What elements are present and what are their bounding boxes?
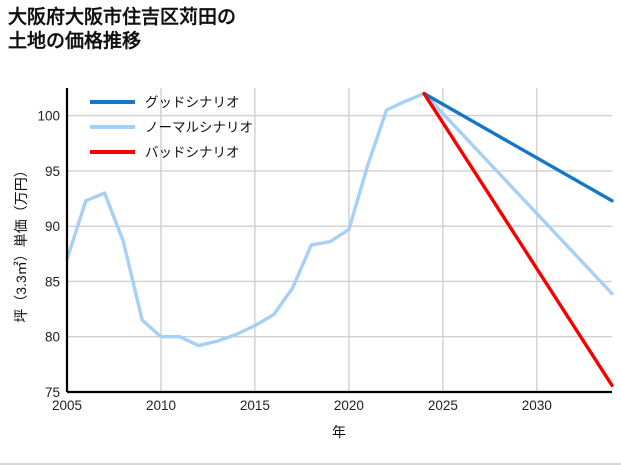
x-tick-label: 2010 (146, 398, 176, 413)
chart-title-line1: 大阪府大阪市住吉区苅田の (8, 7, 237, 28)
bottom-divider (0, 463, 621, 465)
y-tick-label: 80 (45, 330, 60, 345)
series-line (422, 91, 614, 388)
chart-title-line2: 土地の価格推移 (8, 31, 142, 53)
y-axis-title: 坪（3.3㎡）単価（万円） (13, 163, 29, 322)
x-tick-label: 2005 (52, 398, 82, 413)
y-tick-label: 95 (45, 164, 60, 179)
x-tick-labels: 2005 2010 2015 2020 2025 2030 (52, 398, 552, 413)
series-line (65, 91, 614, 348)
chart-title: 大阪府大阪市住吉区苅田の 土地の価格推移 (8, 6, 428, 55)
x-axis-title: 年 (332, 424, 346, 440)
legend-label: バッドシナリオ (145, 145, 240, 160)
y-tick-label: 85 (45, 274, 60, 289)
x-tick-label: 2015 (240, 398, 270, 413)
y-tick-label: 100 (37, 109, 60, 124)
plot-background (67, 88, 612, 392)
legend-label: ノーマルシナリオ (145, 120, 253, 135)
x-tick-label: 2025 (428, 398, 458, 413)
axis-lines (65, 88, 612, 394)
y-tick-label: 75 (45, 385, 60, 400)
y-tick-labels: 75 80 85 90 95 100 (37, 109, 60, 400)
data-series-group (65, 91, 614, 388)
x-tick-label: 2030 (522, 398, 552, 413)
legend-label: グッドシナリオ (145, 95, 240, 110)
series-line (422, 91, 614, 203)
y-tick-label: 90 (45, 219, 60, 234)
x-tick-label: 2020 (334, 398, 364, 413)
